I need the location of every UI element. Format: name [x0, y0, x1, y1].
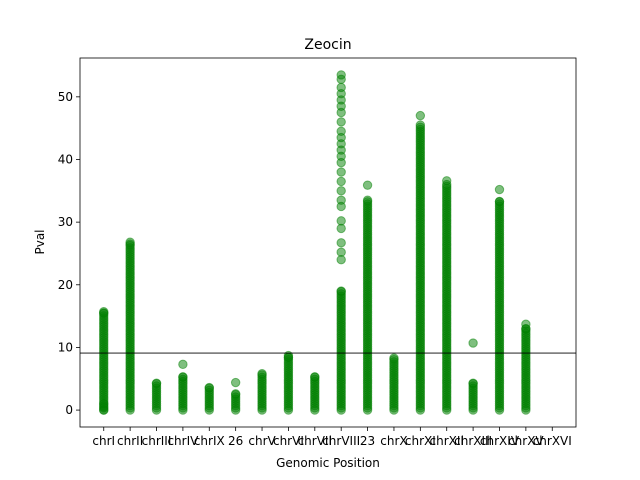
x-tick-label: chrXIV — [480, 434, 520, 448]
data-point — [230, 377, 241, 388]
point-column — [99, 307, 109, 415]
point-column — [230, 377, 241, 415]
y-tick-label: 0 — [65, 403, 73, 417]
x-tick-label: chrVIII — [322, 434, 360, 448]
data-point — [204, 382, 214, 393]
point-column — [125, 237, 135, 415]
point-column — [494, 184, 505, 415]
y-tick-label: 40 — [58, 152, 73, 166]
point-column — [178, 359, 188, 415]
plot-frame — [79, 57, 577, 428]
x-tick-label: chrIV — [167, 434, 199, 448]
data-point — [230, 389, 241, 399]
x-tick-label: chrVII — [298, 434, 332, 448]
data-point — [336, 70, 346, 80]
data-point — [336, 286, 346, 296]
point-column — [204, 382, 214, 415]
point-column — [521, 319, 531, 415]
data-point — [283, 350, 294, 361]
data-point — [99, 307, 109, 317]
x-tick-label: 23 — [360, 434, 375, 448]
y-tick-label: 20 — [58, 278, 73, 292]
data-point — [442, 176, 452, 186]
x-tick-label: chrX — [380, 434, 407, 448]
data-point — [336, 216, 346, 226]
x-tick-label: chrII — [117, 434, 143, 448]
x-tick-label: chrV — [248, 434, 276, 448]
data-point — [468, 338, 478, 348]
data-point — [151, 378, 162, 388]
data-point — [336, 195, 346, 205]
point-column — [336, 70, 346, 415]
data-point — [494, 184, 505, 195]
point-column — [468, 338, 478, 415]
y-axis-label: Pval — [33, 229, 47, 254]
y-tick-label: 30 — [58, 215, 73, 229]
y-tick-label: 10 — [58, 340, 73, 354]
x-tick-label: chrIX — [194, 434, 225, 448]
point-column — [389, 353, 399, 415]
x-tick-label: chrXVI — [533, 434, 572, 448]
data-point — [257, 369, 267, 379]
data-point — [178, 359, 188, 370]
point-column — [442, 176, 452, 415]
data-point — [178, 372, 188, 382]
data-point — [336, 126, 346, 136]
x-tick-label: chrXI — [405, 434, 436, 448]
data-point — [362, 195, 373, 205]
data-point — [125, 237, 135, 247]
x-tick-label: chrXV — [508, 434, 544, 448]
point-column — [310, 372, 320, 415]
point-column — [257, 369, 267, 415]
data-point — [336, 238, 346, 248]
data-point — [99, 399, 109, 409]
data-point — [415, 110, 426, 121]
points-layer — [99, 70, 531, 415]
point-column — [362, 180, 373, 415]
point-column — [151, 378, 162, 415]
x-axis-label: Genomic Position — [276, 456, 380, 470]
point-column — [283, 350, 294, 415]
x-tick-label: chrVI — [273, 434, 304, 448]
data-point — [336, 117, 346, 127]
data-point — [336, 167, 346, 177]
data-point — [336, 82, 346, 93]
data-point — [494, 196, 505, 207]
data-point — [336, 247, 346, 257]
data-point — [415, 120, 426, 130]
x-tick-label: chrI — [92, 434, 115, 448]
x-tick-label: 26 — [228, 434, 243, 448]
x-tick-label: chrXIII — [454, 434, 492, 448]
data-point — [310, 372, 320, 382]
data-point — [362, 180, 373, 190]
data-point — [521, 319, 531, 329]
data-point — [336, 186, 346, 196]
data-point — [389, 353, 399, 363]
point-column — [415, 110, 426, 415]
y-tick-label: 50 — [58, 90, 73, 104]
y-axis: 0 10 20 30 40 50 — [58, 90, 80, 417]
x-tick-label: chrIII — [142, 434, 172, 448]
chart-title: Zeocin — [304, 37, 351, 53]
x-tick-label: chrXII — [430, 434, 464, 448]
data-point — [336, 176, 346, 187]
data-point — [468, 378, 478, 388]
